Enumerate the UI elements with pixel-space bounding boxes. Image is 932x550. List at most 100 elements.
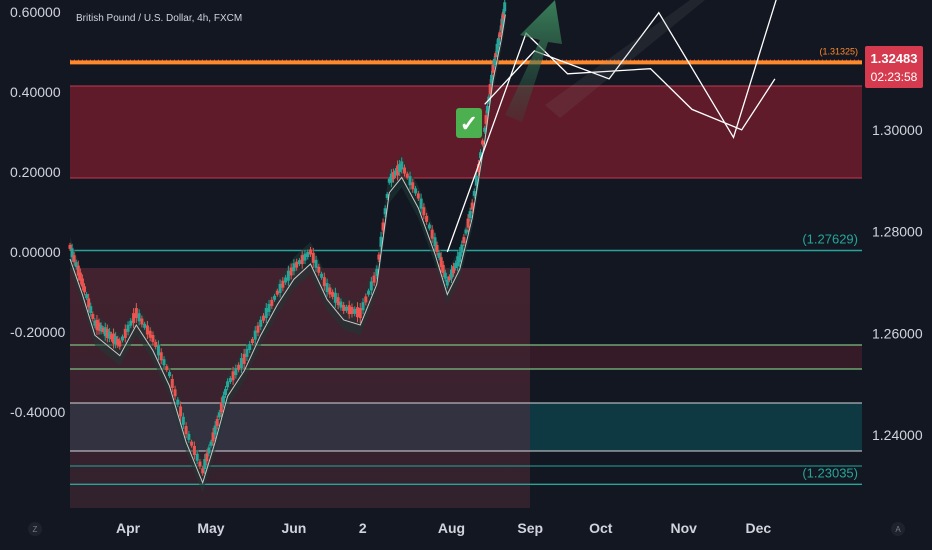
candle-body	[121, 336, 125, 341]
candle-body	[165, 366, 169, 371]
candle-body	[303, 253, 307, 261]
candle-body	[234, 368, 238, 376]
candle-body	[256, 325, 260, 333]
scale-z-icon[interactable]: Z	[28, 522, 42, 536]
candle-body	[105, 328, 109, 338]
candle-body	[441, 264, 445, 273]
candle-body	[203, 459, 207, 470]
candle-body	[114, 336, 118, 345]
left-axis-tick: 0.00000	[10, 244, 61, 260]
left-axis-tick: -0.40000	[10, 404, 65, 420]
candle-body	[223, 388, 227, 395]
right-axis-tick: 1.26000	[872, 325, 923, 341]
auto-scale-icon[interactable]: A	[891, 522, 905, 536]
candle-body	[101, 328, 105, 333]
candle-body	[242, 353, 246, 364]
candle-body	[76, 265, 80, 276]
candle-body	[342, 304, 346, 311]
candle-body	[458, 252, 462, 263]
checkmark-icon: ✓	[460, 111, 478, 136]
right-axis-tick: 1.28000	[872, 224, 923, 240]
candle-body	[145, 325, 149, 335]
teal-level-upper-label: (1.27629)	[802, 231, 858, 246]
candle-body	[470, 202, 474, 210]
candle-body	[320, 273, 324, 278]
candle-body	[383, 208, 387, 215]
candle-body	[464, 229, 468, 234]
candle-body	[132, 313, 136, 324]
candle-body	[205, 453, 209, 462]
candle-body	[78, 272, 82, 281]
candle-body	[170, 378, 174, 388]
lower-red-zone	[530, 345, 862, 369]
time-axis-tick: Jun	[281, 520, 306, 536]
candle-body	[364, 296, 368, 303]
svg-text:Z: Z	[33, 525, 38, 534]
candle-body	[379, 236, 383, 247]
candle-body	[331, 291, 335, 297]
candle-body	[491, 64, 495, 73]
candle-body	[284, 277, 288, 283]
candle-body	[123, 328, 127, 338]
candle-body	[375, 268, 379, 276]
candle-body	[481, 140, 485, 145]
candle-body	[369, 281, 373, 291]
candle-body	[333, 292, 337, 303]
candle-body	[495, 43, 499, 53]
candle-body	[262, 315, 266, 321]
candle-body	[422, 207, 426, 216]
candle-body	[154, 341, 158, 347]
candle-body	[367, 290, 371, 295]
candle-body	[347, 305, 351, 315]
candle-body	[259, 319, 263, 327]
candle-body	[336, 297, 340, 306]
time-axis-tick: 2	[359, 520, 367, 536]
candle-body	[129, 320, 133, 326]
candle-body	[485, 105, 489, 113]
candle-body	[377, 254, 381, 260]
candle-body	[297, 260, 301, 265]
candle-body	[217, 412, 221, 418]
candle-body	[398, 163, 402, 172]
left-axis-tick: 0.40000	[10, 84, 61, 100]
candle-body	[372, 275, 376, 283]
candle-body	[435, 245, 439, 253]
left-axis-tick: -0.20000	[10, 324, 65, 340]
candle-body	[159, 352, 163, 361]
projection-path-a[interactable]	[484, 0, 784, 139]
candle-body	[248, 343, 252, 350]
candle-body	[72, 255, 76, 263]
time-axis: Apr May Jun 2 Aug Sep Oct Nov Dec	[116, 520, 771, 536]
candle-body	[213, 425, 217, 435]
candle-body	[325, 283, 329, 293]
current-price-value: 1.32483	[871, 51, 918, 66]
time-axis-tick: Oct	[589, 520, 613, 536]
candle-body	[245, 348, 249, 357]
candle-body	[437, 252, 441, 258]
candle-body	[353, 308, 357, 314]
candle-body	[355, 307, 359, 318]
right-axis-tick: 1.24000	[872, 427, 923, 443]
candle-body	[439, 257, 443, 268]
orange-level-label: (1.31325)	[819, 46, 858, 56]
candle-body	[344, 306, 348, 311]
candle-body	[427, 224, 431, 229]
candle-body	[176, 399, 180, 405]
candle-body	[140, 318, 144, 325]
candle-body	[394, 170, 398, 176]
candle-body	[143, 323, 147, 328]
candle-body	[488, 84, 492, 95]
candle-body	[408, 176, 412, 186]
candle-body	[306, 252, 310, 258]
candle-body	[500, 18, 504, 29]
candle-body	[85, 294, 89, 299]
candle-body	[314, 259, 318, 268]
time-axis-tick: Apr	[116, 520, 141, 536]
candle-body	[209, 441, 213, 446]
candle-body	[381, 222, 385, 231]
candle-body	[414, 188, 418, 194]
candle-body	[74, 262, 78, 268]
countdown-timer: 02:23:58	[871, 70, 918, 84]
candle-body	[70, 248, 74, 258]
